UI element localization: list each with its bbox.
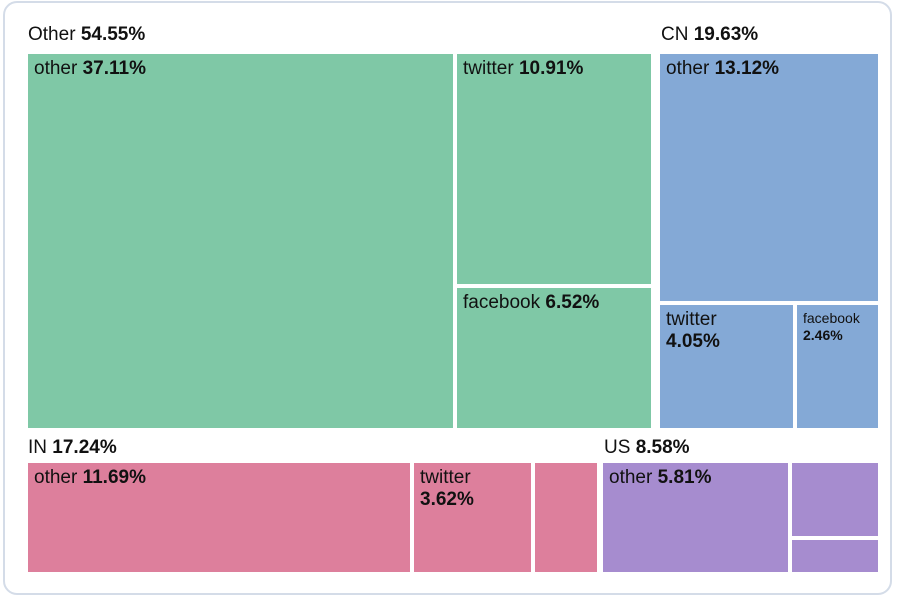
group-header-cn: CN 19.63% (661, 24, 759, 45)
cell-label: other 11.69% (34, 467, 146, 488)
treemap-cell-us-unlabeled[interactable] (792, 463, 878, 536)
treemap-cell-cn-other[interactable]: other 13.12% (660, 54, 878, 301)
group-header-us: US 8.58% (604, 437, 690, 458)
treemap-cell-us-other[interactable]: other 5.81% (603, 463, 788, 572)
cell-label: other 37.11% (34, 58, 146, 79)
treemap-cell-other-facebook[interactable]: facebook 6.52% (457, 288, 651, 428)
treemap-cell-us-unlabeled[interactable] (792, 540, 878, 572)
cell-label: facebook 6.52% (463, 292, 600, 313)
cell-label: twitter 10.91% (463, 58, 584, 79)
cell-label: twitter 3.62% (420, 467, 474, 510)
treemap-cell-other-twitter[interactable]: twitter 10.91% (457, 54, 651, 284)
cell-label: facebook 2.46% (803, 310, 860, 343)
treemap-cell-cn-facebook[interactable]: facebook 2.46% (797, 305, 878, 428)
treemap-cell-other-other[interactable]: other 37.11% (28, 54, 453, 428)
treemap-cell-in-unlabeled[interactable] (535, 463, 597, 572)
group-header-in: IN 17.24% (28, 437, 117, 458)
treemap-cell-in-other[interactable]: other 11.69% (28, 463, 410, 572)
group-header-other: Other 54.55% (28, 24, 146, 45)
treemap-cell-cn-twitter[interactable]: twitter 4.05% (660, 305, 793, 428)
treemap-cell-in-twitter[interactable]: twitter 3.62% (414, 463, 531, 572)
cell-label: other 5.81% (609, 467, 712, 488)
cell-label: twitter 4.05% (666, 309, 720, 352)
cell-label: other 13.12% (666, 58, 780, 79)
